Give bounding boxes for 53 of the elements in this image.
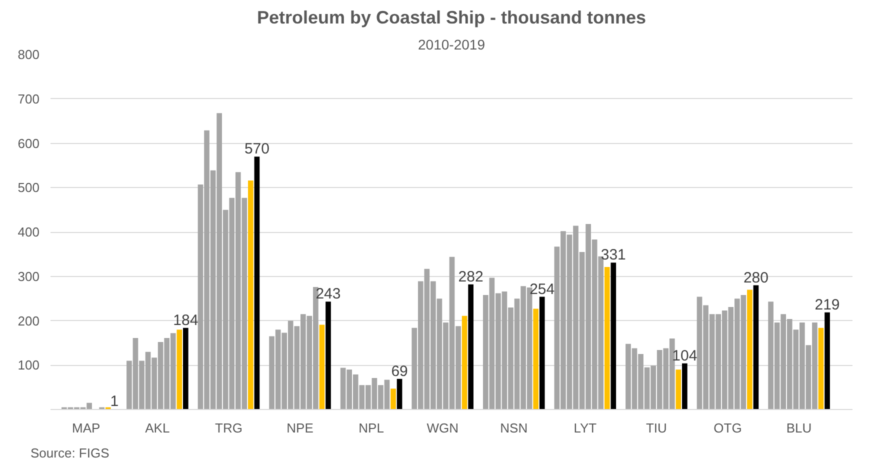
x-tick-label: TRG xyxy=(215,420,242,436)
x-tick-label: LYT xyxy=(574,420,597,436)
data-label: 570 xyxy=(244,140,270,158)
bar xyxy=(462,316,468,410)
y-tick-label: 600 xyxy=(18,136,40,151)
y-tick-label: 400 xyxy=(18,224,40,240)
bar xyxy=(319,324,325,410)
bar xyxy=(326,302,331,410)
data-label: 282 xyxy=(458,268,484,286)
x-tick-label: AKL xyxy=(145,420,170,436)
data-label: 104 xyxy=(672,347,698,364)
chart-subtitle: 2010-2019 xyxy=(418,36,486,52)
bar xyxy=(468,284,474,410)
data-label: 280 xyxy=(743,269,768,286)
bar xyxy=(682,363,688,410)
bar xyxy=(176,330,182,410)
bar xyxy=(824,312,830,410)
bar xyxy=(248,180,254,410)
y-tick-label: 100 xyxy=(18,358,40,373)
source-note: Source: FIGS xyxy=(30,446,110,460)
y-tick-label: 700 xyxy=(18,91,40,106)
y-tick-label: 300 xyxy=(18,268,40,284)
data-label: 331 xyxy=(600,246,626,264)
chart-title: Petroleum by Coastal Ship - thousand tonnes xyxy=(256,8,646,28)
bar xyxy=(604,267,610,410)
data-label: 69 xyxy=(391,362,408,380)
bar xyxy=(539,296,545,410)
bar xyxy=(610,262,616,410)
data-label: 254 xyxy=(530,280,555,298)
x-tick-label: TIU xyxy=(646,420,667,436)
bar xyxy=(747,290,752,410)
data-label: 243 xyxy=(316,286,341,303)
y-tick-label: 500 xyxy=(18,180,40,196)
x-tick-label: NPE xyxy=(286,420,314,436)
bar xyxy=(390,388,396,410)
x-tick-label: NSN xyxy=(500,420,528,436)
y-tick-label: 200 xyxy=(18,313,40,328)
y-tick-label: 800 xyxy=(18,47,40,62)
x-tick-label: NPL xyxy=(358,420,384,436)
bar xyxy=(396,378,402,410)
bar xyxy=(818,328,824,410)
data-label: 184 xyxy=(173,312,198,329)
x-tick-label: MAP xyxy=(72,420,100,436)
x-tick-label: OTG xyxy=(714,420,742,436)
bar xyxy=(533,308,538,410)
bar xyxy=(183,328,188,410)
data-label: 1 xyxy=(110,393,119,410)
bar xyxy=(254,156,260,410)
data-label: 219 xyxy=(814,296,840,314)
bar xyxy=(676,370,682,410)
x-tick-label: WGN xyxy=(426,420,458,436)
x-tick-label: BLU xyxy=(786,420,812,436)
bar xyxy=(753,285,759,410)
